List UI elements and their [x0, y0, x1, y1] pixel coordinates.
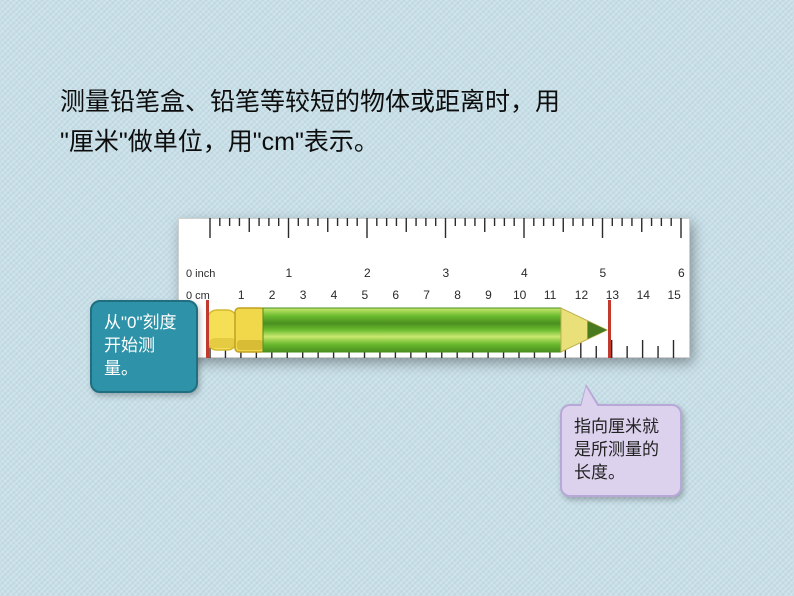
- measure-end-marker: [608, 300, 611, 358]
- svg-text:1: 1: [286, 266, 293, 280]
- svg-text:2: 2: [364, 266, 371, 280]
- svg-text:6: 6: [678, 266, 685, 280]
- svg-text:4: 4: [521, 266, 528, 280]
- callout-read-length: 指向厘米就是所测量的长度。: [560, 404, 682, 497]
- callout-left-text: 从"0"刻度开始测量。: [104, 313, 177, 378]
- svg-text:8: 8: [454, 288, 461, 302]
- svg-text:7: 7: [423, 288, 430, 302]
- svg-text:14: 14: [637, 288, 651, 302]
- intro-text: 测量铅笔盒、铅笔等较短的物体或距离时，用 "厘米"做单位，用"cm"表示。: [60, 82, 700, 162]
- intro-line1: 测量铅笔盒、铅笔等较短的物体或距离时，用: [60, 88, 560, 116]
- svg-text:3: 3: [300, 288, 307, 302]
- intro-line2: "厘米"做单位，用"cm"表示。: [60, 128, 379, 156]
- svg-text:3: 3: [443, 266, 450, 280]
- svg-text:5: 5: [362, 288, 369, 302]
- svg-text:4: 4: [331, 288, 338, 302]
- callout-right-text: 指向厘米就是所测量的长度。: [574, 417, 659, 482]
- svg-text:12: 12: [575, 288, 589, 302]
- svg-text:9: 9: [485, 288, 492, 302]
- svg-text:1: 1: [238, 288, 245, 302]
- svg-text:15: 15: [668, 288, 682, 302]
- pencil: [207, 306, 609, 354]
- svg-text:5: 5: [600, 266, 607, 280]
- svg-text:0 inch: 0 inch: [186, 268, 215, 280]
- callout-start-from-zero: 从"0"刻度开始测量。: [90, 300, 198, 393]
- svg-text:11: 11: [544, 288, 557, 302]
- svg-text:6: 6: [392, 288, 399, 302]
- measure-start-marker: [206, 300, 209, 358]
- svg-text:2: 2: [269, 288, 276, 302]
- svg-text:10: 10: [513, 288, 527, 302]
